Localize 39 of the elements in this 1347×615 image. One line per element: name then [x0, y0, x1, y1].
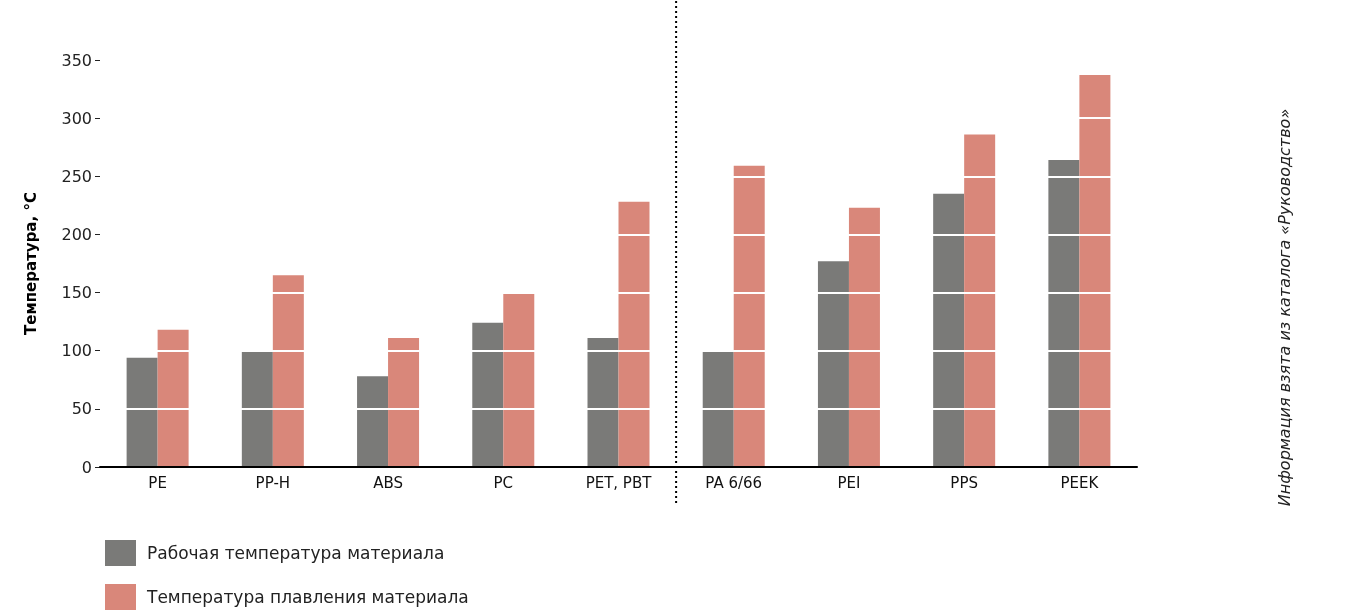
x-tick-label: PEI	[837, 473, 861, 492]
y-tick-label: 350	[61, 50, 92, 70]
bar	[702, 350, 734, 467]
x-tick-label: PET, PBT	[585, 473, 653, 492]
bar	[733, 165, 765, 467]
bar	[503, 292, 535, 467]
bar	[1048, 160, 1080, 467]
x-tick-label: PE	[148, 473, 167, 492]
x-tick-label: PA 6/66	[705, 473, 763, 492]
y-tick-label: 0	[81, 457, 92, 477]
bar	[241, 350, 273, 467]
bar	[587, 337, 619, 467]
bar	[157, 329, 189, 467]
y-tick-label: 50	[71, 399, 92, 419]
bar	[1079, 75, 1111, 467]
x-tick-label: PEEK	[1060, 473, 1100, 492]
legend-label: Температура плавления материала	[146, 587, 469, 607]
bar	[817, 261, 849, 467]
bar	[964, 134, 996, 467]
bar	[126, 357, 158, 467]
x-tick-label: PC	[493, 473, 514, 492]
legend-label: Рабочая температура материала	[147, 543, 445, 563]
bar	[472, 322, 504, 467]
x-tick-label: PP-H	[255, 473, 291, 492]
y-tick-label: 300	[61, 108, 92, 128]
x-tick-label: ABS	[373, 473, 403, 492]
bar	[357, 376, 389, 467]
text: Информация взята из каталога «Руководство»	[1274, 108, 1294, 507]
bar	[388, 337, 420, 467]
bar	[848, 207, 880, 467]
y-tick-label: 200	[61, 224, 92, 244]
y-tick-label: 250	[61, 166, 92, 186]
y-tick-label: 100	[61, 341, 92, 361]
bar	[618, 201, 650, 467]
x-tick-label: PPS	[950, 473, 978, 492]
y-tick-label: 150	[61, 283, 92, 303]
y-axis-title: Температура, °C	[21, 192, 40, 335]
bar	[933, 193, 965, 467]
bar	[272, 275, 304, 467]
